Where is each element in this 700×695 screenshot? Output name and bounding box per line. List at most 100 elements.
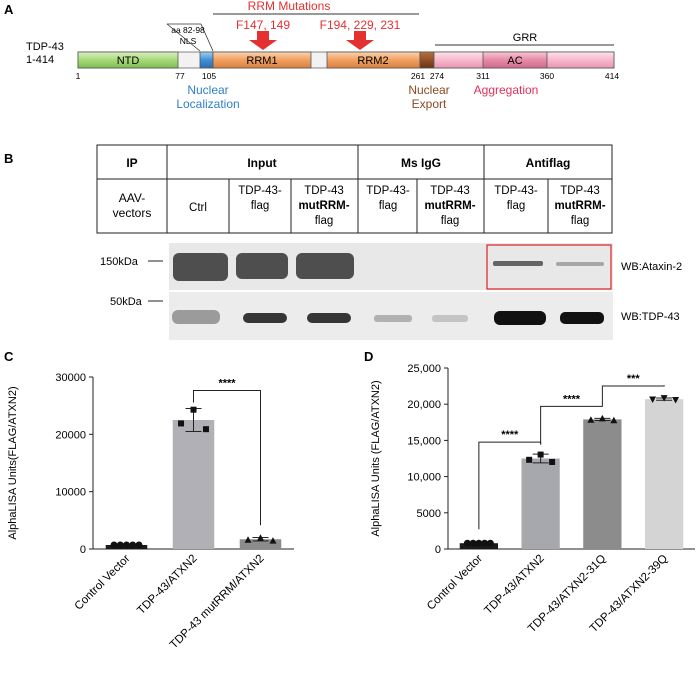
protein-name: TDP-43 <box>26 41 64 53</box>
panel-b: B IP Input Ms IgG Antiflag AAV- vectors … <box>4 144 682 340</box>
significance-label-3: *** <box>627 373 641 385</box>
y-tick-label: 15,000 <box>407 435 441 447</box>
data-point <box>135 541 143 549</box>
panel-c-chart: C 0 10000 20000 30000 AlphaLISA Units(FLAG/A… <box>4 349 294 651</box>
category-label-1: Control Vector <box>73 553 133 613</box>
data-point <box>481 539 489 547</box>
lane-labels: Ctrl TDP-43- flag TDP-43 mutRRM-flag TDP-43- f… <box>189 185 606 227</box>
data-point <box>587 416 595 423</box>
data-point <box>257 534 264 541</box>
rrm-mutations-title: RRM Mutations <box>248 0 331 13</box>
nls-label: NLS <box>180 36 197 46</box>
data-point <box>178 420 185 427</box>
bar-2 <box>172 420 215 549</box>
position-360: 360 <box>540 71 554 81</box>
band-ataxin-lane6 <box>493 261 543 266</box>
row-label-line2: vectors <box>113 206 152 220</box>
data-point <box>649 396 657 403</box>
domain-rrm1 <box>212 51 312 69</box>
lane-6-label-line2: flag <box>507 200 526 212</box>
band-ataxin-lane1 <box>173 253 228 281</box>
highlight-box <box>486 244 612 290</box>
y-tick-label: 30000 <box>55 372 86 384</box>
header-msigg: Ms IgG <box>401 156 441 170</box>
lane-7-label-line2: mutRRM- <box>554 200 605 212</box>
panel-a: A TDP-43 1-414 RRM Mutations F147, 149 F… <box>4 0 619 111</box>
domain-rrm2-label: RRM2 <box>357 55 388 67</box>
lane-3-label-line2: mutRRM- <box>298 200 349 212</box>
data-point <box>244 536 252 543</box>
lane-4-label-line1: TDP-43- <box>366 185 410 197</box>
lane-5-label-line1: TDP-43 <box>430 185 470 197</box>
lane-1-label-line1: Ctrl <box>189 202 207 214</box>
data-point <box>469 539 477 547</box>
position-414: 414 <box>605 71 619 81</box>
significance-bracket-3 <box>601 385 665 406</box>
panel-b-label: B <box>4 151 13 166</box>
position-261: 261 <box>411 71 425 81</box>
band-ataxin-lane2 <box>236 253 288 279</box>
lane-5-label-line3: flag <box>441 215 460 227</box>
band-ataxin-lane7 <box>556 262 604 266</box>
position-311: 311 <box>476 71 490 81</box>
data-point <box>110 541 118 549</box>
bar-2 <box>521 458 560 549</box>
wb-tdp43-label: WB:TDP-43 <box>621 311 680 323</box>
lane-3-label-line1: TDP-43 <box>304 185 344 197</box>
band-tdp-lane6 <box>494 311 546 325</box>
band-tdp-lane4 <box>374 315 412 322</box>
lane-7-label-line1: TDP-43 <box>560 185 600 197</box>
mutation-2-arrow-icon <box>346 31 374 50</box>
domain-ntd <box>77 51 179 69</box>
wb-ataxin2-label: WB:Ataxin-2 <box>621 261 682 273</box>
data-point <box>463 539 471 547</box>
header-ip: IP <box>126 156 137 170</box>
data-point <box>475 539 483 547</box>
data-point <box>598 414 606 422</box>
data-point <box>116 541 124 549</box>
category-label-2: TDP-43/ATXN2 <box>135 553 199 617</box>
lane-2-label-line1: TDP-43- <box>238 185 282 197</box>
lane-2-label-line2: flag <box>251 200 270 212</box>
band-ataxin-lane3 <box>296 253 354 279</box>
ip-table <box>96 144 613 234</box>
y-tick-label: 0 <box>435 544 441 556</box>
panel-d-chart: D 0 5000 10,000 15,000 20,000 25,000 AlphaLISA… <box>364 349 695 635</box>
y-tick-label: 0 <box>80 544 86 556</box>
y-tick-label: 10000 <box>55 487 86 499</box>
bar-3 <box>239 539 282 549</box>
data-point <box>537 451 544 458</box>
protein-range: 1-414 <box>26 54 54 66</box>
data-point <box>660 395 668 402</box>
y-tick-label: 5000 <box>417 508 441 520</box>
data-point <box>526 456 533 463</box>
position-105: 105 <box>202 71 216 81</box>
domain-ac-label: AC <box>507 55 522 67</box>
significance-label-1: **** <box>501 429 519 441</box>
marker-50kda: 50kDa <box>110 296 143 308</box>
blot-ataxin2 <box>169 243 613 290</box>
header-antiflag: Antiflag <box>526 156 571 170</box>
y-tick-label: 10,000 <box>407 472 441 484</box>
y-tick-label: 25,000 <box>407 363 441 375</box>
nuclear-export-line1: Nuclear <box>408 83 449 97</box>
domain-rrm1-label: RRM1 <box>246 55 277 67</box>
significance-label-2: **** <box>563 393 581 405</box>
category-label-2: TDP-43/ATXN2 <box>482 553 546 617</box>
domain-export <box>419 51 435 69</box>
mutation-1-arrow-icon <box>249 31 277 50</box>
panel-a-label: A <box>4 2 14 17</box>
row-label-line1: AAV- <box>119 191 145 205</box>
panel-c-label: C <box>4 349 14 364</box>
significance-bracket-1 <box>193 390 261 526</box>
lane-3-label-line3: flag <box>315 215 334 227</box>
data-point <box>672 397 680 404</box>
domain-ntd-label: NTD <box>117 55 140 67</box>
lane-4-label-line2: flag <box>379 200 398 212</box>
panel-d-label: D <box>364 349 373 364</box>
data-point <box>269 537 277 544</box>
data-point <box>190 406 197 413</box>
data-point <box>123 541 130 549</box>
y-tick-label: 20,000 <box>407 399 441 411</box>
